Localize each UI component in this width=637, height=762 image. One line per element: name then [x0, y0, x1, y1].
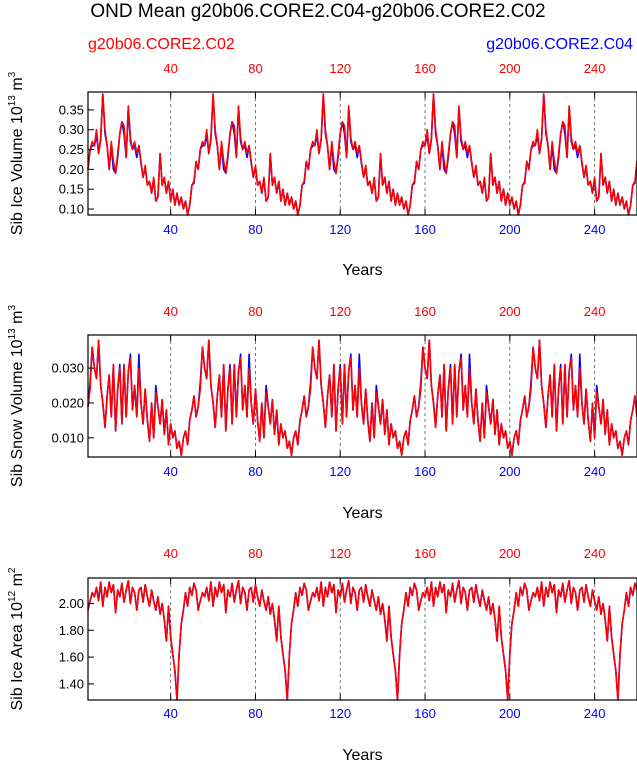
x-tick-label-top: 200 [499, 546, 521, 561]
plot-frame [87, 91, 637, 216]
x-tick-label-top: 120 [329, 304, 351, 319]
x-tick-label-bottom: 120 [329, 706, 351, 721]
panel-3: 1.40 1.60 1.80 2.00 40 40 80 80 120 120 160 160 200 2… [7, 546, 637, 762]
x-tick-label-top: 240 [584, 546, 606, 561]
x-tick-label-top: 160 [414, 304, 436, 319]
x-tick-label-top: 160 [414, 61, 436, 76]
y-tick-label: 0.020 [51, 395, 84, 410]
x-tick-label-top: 240 [584, 61, 606, 76]
x-tick-label-bottom: 160 [414, 222, 436, 237]
y-axis-label-text: Sib Ice Volume 10 [9, 106, 26, 235]
y-axis-label-exponent: 12 [7, 590, 18, 602]
y-axis-label-text: Sib Snow Volume 10 [9, 339, 26, 487]
x-tick-label-top: 120 [329, 546, 351, 561]
y-axis-label-text: m [9, 77, 26, 95]
x-axis-label: Years [342, 262, 382, 279]
x-tick-label-top: 40 [163, 304, 177, 319]
x-tick-label-top: 160 [414, 546, 436, 561]
x-axis-label: Years [342, 747, 382, 762]
y-tick-label: 0.010 [51, 430, 84, 445]
x-tick-label-top: 200 [499, 304, 521, 319]
x-tick-label-bottom: 200 [499, 706, 521, 721]
x-tick-label-bottom: 120 [329, 464, 351, 479]
y-axis-label-text: m [9, 311, 26, 329]
y-axis-label: Sib Ice Volume 1013 m3 [7, 71, 26, 235]
plot-frame [87, 334, 637, 458]
x-tick-label-top: 240 [584, 304, 606, 319]
y-tick-label: 1.80 [59, 623, 84, 638]
legend-c04-label: g20b06.CORE2.C04 [486, 36, 633, 53]
x-tick-label-bottom: 40 [163, 222, 177, 237]
legend-c02-label: g20b06.CORE2.C02 [88, 36, 235, 53]
plot-frame [87, 577, 637, 701]
y-axis-label: Sib Snow Volume 1013 m3 [7, 305, 26, 488]
x-tick-label-bottom: 80 [248, 464, 262, 479]
x-tick-label-top: 40 [163, 61, 177, 76]
y-tick-label: 0.030 [51, 361, 84, 376]
x-tick-label-bottom: 200 [499, 464, 521, 479]
y-axis-label: Sib Ice Area 1012 m2 [7, 567, 26, 710]
y-tick-label: 0.10 [59, 202, 84, 217]
y-tick-label: 0.20 [59, 162, 84, 177]
y-axis-label-exponent: 3 [7, 71, 18, 77]
panel-2: 0.010 0.020 0.030 40 40 80 80 120 120 160 160 200 20… [7, 304, 637, 522]
y-axis-label-text: Sib Ice Area 10 [9, 602, 26, 711]
x-tick-label-top: 40 [163, 546, 177, 561]
x-tick-label-bottom: 80 [248, 222, 262, 237]
y-axis-label-exponent: 13 [7, 328, 18, 340]
y-axis-label-exponent: 13 [7, 95, 18, 107]
x-tick-label-top: 120 [329, 61, 351, 76]
y-axis-label-exponent: 2 [7, 567, 18, 573]
x-tick-label-bottom: 40 [163, 706, 177, 721]
series-c02-line [87, 579, 637, 701]
x-tick-label-bottom: 120 [329, 222, 351, 237]
x-tick-label-top: 80 [248, 61, 262, 76]
x-tick-label-bottom: 240 [584, 706, 606, 721]
x-tick-label-bottom: 160 [414, 464, 436, 479]
x-tick-label-bottom: 240 [584, 222, 606, 237]
y-tick-label: 0.35 [59, 102, 84, 117]
x-tick-label-top: 200 [499, 61, 521, 76]
chart-title: OND Mean g20b06.CORE2.C04-g20b06.CORE2.C… [90, 1, 545, 22]
x-tick-label-bottom: 40 [163, 464, 177, 479]
y-tick-label: 1.60 [59, 650, 84, 665]
x-tick-label-bottom: 160 [414, 706, 436, 721]
series-c02-line [87, 93, 637, 216]
x-tick-label-top: 80 [248, 546, 262, 561]
y-tick-label: 0.25 [59, 142, 84, 157]
y-axis-label-text: m [9, 573, 26, 591]
x-tick-label-bottom: 80 [248, 706, 262, 721]
series-c02-line [87, 339, 637, 457]
x-tick-label-bottom: 200 [499, 222, 521, 237]
x-tick-label-top: 80 [248, 304, 262, 319]
x-axis-label: Years [342, 505, 382, 522]
x-tick-label-bottom: 240 [584, 464, 606, 479]
panel-1: 0.10 0.15 0.20 0.25 0.30 0.35 40 40 80 80 120 120 16… [7, 61, 637, 279]
y-tick-label: 0.15 [59, 182, 84, 197]
y-tick-label: 1.40 [59, 676, 84, 691]
y-tick-label: 2.00 [59, 596, 84, 611]
y-axis-label-exponent: 3 [7, 305, 18, 311]
y-tick-label: 0.30 [59, 122, 84, 137]
